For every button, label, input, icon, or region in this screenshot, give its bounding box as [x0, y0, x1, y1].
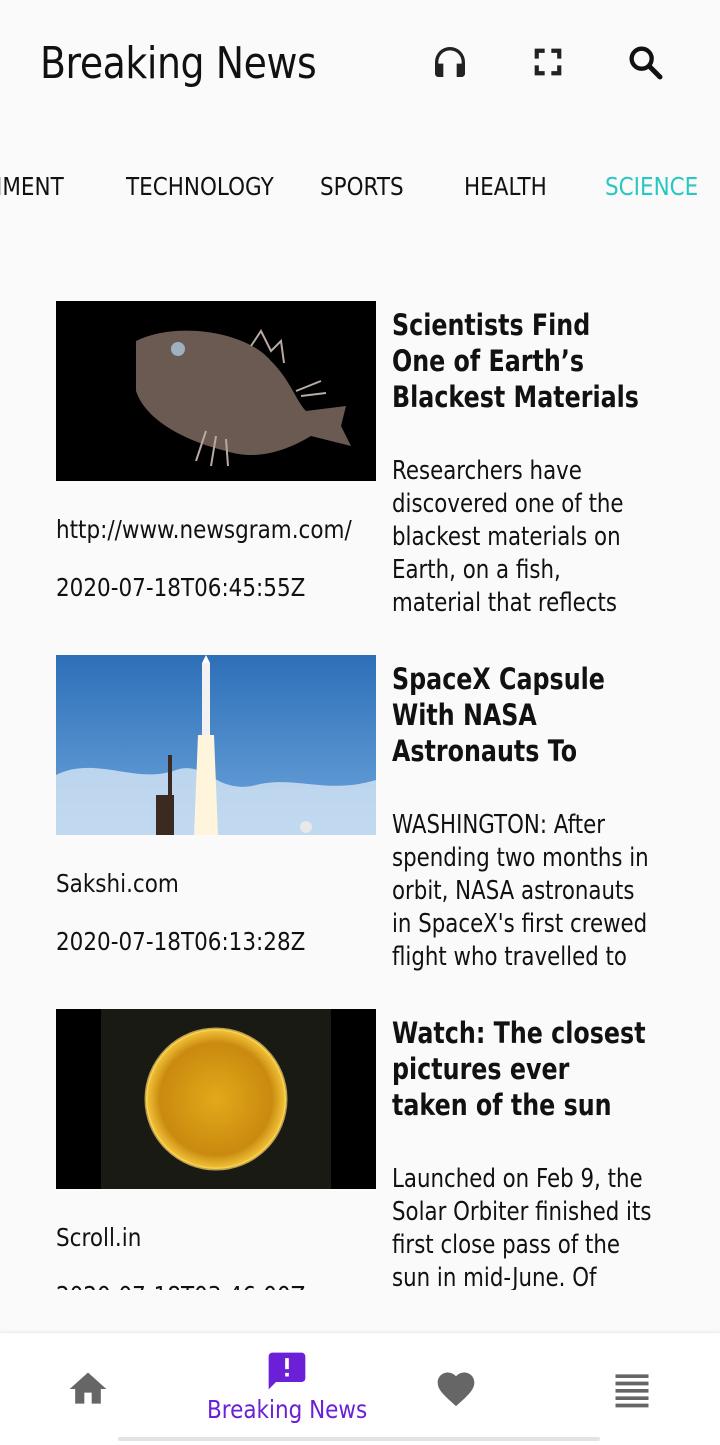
article-card[interactable]: Watch: The closest pictures ever taken o…: [56, 1009, 676, 1290]
article-title[interactable]: SpaceX Capsule With NASA Astronauts To R…: [392, 662, 605, 768]
tab-health[interactable]: HEALTH: [464, 172, 547, 201]
nav-breaking-news[interactable]: Breaking News: [194, 1349, 380, 1424]
menu-icon: [615, 1374, 649, 1408]
nav-home[interactable]: [66, 1367, 110, 1411]
tab-entertainment[interactable]: ENTERTAINMENT: [0, 172, 64, 201]
article-source: http://www.newsgram.com/: [56, 515, 352, 544]
article-description: Launched on Feb 9, the Solar Orbiter fin…: [392, 1164, 652, 1290]
rocket-launch-image[interactable]: [56, 655, 376, 835]
heart-icon: [437, 1372, 475, 1407]
article-card[interactable]: SpaceX Capsule With NASA Astronauts To R…: [56, 655, 676, 985]
article-source: Scroll.in: [56, 1223, 142, 1252]
bottom-navigation: Breaking News: [0, 1333, 720, 1445]
home-icon: [69, 1372, 107, 1404]
tab-technology[interactable]: TECHNOLOGY: [126, 172, 274, 201]
scroll-indicator: [118, 1437, 600, 1441]
tab-sports[interactable]: SPORTS: [320, 172, 404, 201]
article-description: Researchers have discovered one of the b…: [392, 456, 624, 618]
fish-image[interactable]: [56, 301, 376, 481]
article-description: WASHINGTON: After spending two months in…: [392, 810, 649, 972]
article-date: 2020-07-18T03:46:00Z: [56, 1281, 305, 1290]
headphones-icon[interactable]: [428, 40, 472, 84]
sun-image[interactable]: [56, 1009, 376, 1189]
app-title: Breaking News: [40, 38, 317, 89]
category-tabs: ENTERTAINMENT TECHNOLOGY SPORTS HEALTH S…: [0, 162, 720, 214]
nav-menu[interactable]: [610, 1367, 654, 1411]
tab-science[interactable]: SCIENCE: [605, 172, 699, 201]
article-source: Sakshi.com: [56, 869, 179, 898]
nav-label: Breaking News: [207, 1395, 368, 1424]
app-header: Breaking News: [0, 0, 720, 130]
article-date: 2020-07-18T06:45:55Z: [56, 573, 306, 602]
article-title[interactable]: Watch: The closest pictures ever taken o…: [392, 1016, 646, 1122]
fullscreen-icon[interactable]: [526, 40, 570, 84]
news-feed[interactable]: Scientists Find One of Earth’s Blackest …: [0, 300, 720, 1290]
breaking-news-icon: [268, 1352, 306, 1390]
article-title[interactable]: Scientists Find One of Earth’s Blackest …: [392, 308, 639, 414]
nav-favorites[interactable]: [434, 1367, 478, 1411]
article-date: 2020-07-18T06:13:28Z: [56, 927, 306, 956]
search-icon[interactable]: [623, 40, 667, 84]
article-card[interactable]: Scientists Find One of Earth’s Blackest …: [56, 301, 676, 631]
